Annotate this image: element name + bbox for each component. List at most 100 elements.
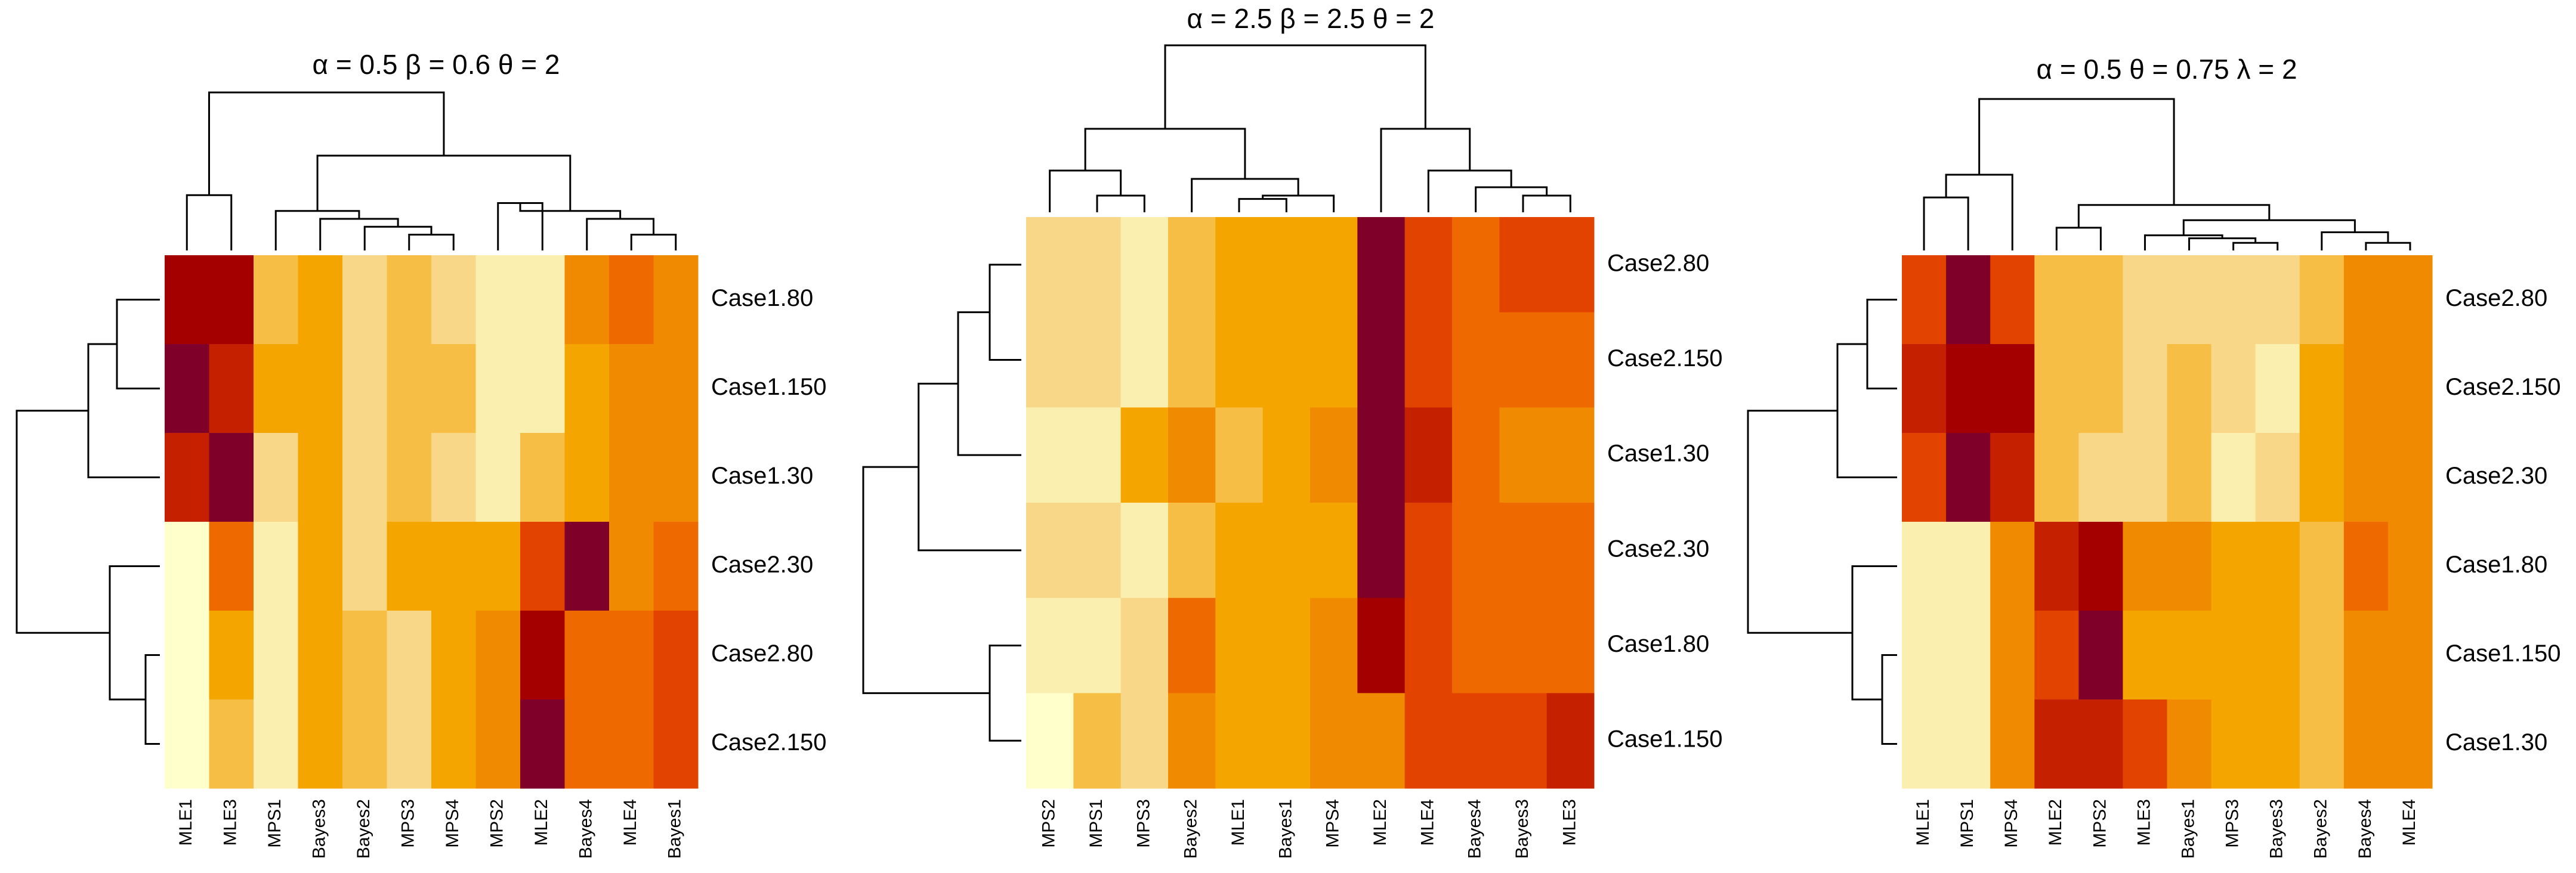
heatmap-cell: [1902, 699, 1947, 789]
heatmap-cell: [1262, 503, 1311, 599]
row-dendrogram: [1747, 299, 1897, 745]
heatmap-cell: [1026, 503, 1074, 599]
heatmap-cell: [1215, 407, 1264, 503]
heatmap-cell: [1215, 312, 1264, 408]
heatmap-cell: [475, 522, 521, 611]
heatmap-cell: [1310, 217, 1358, 313]
heatmap-cell: [1499, 312, 1548, 408]
heatmap-cell: [1499, 217, 1548, 313]
heatmap-cell: [1120, 312, 1169, 408]
row-label: Case1.80: [2445, 552, 2547, 578]
heatmap-cell: [2123, 611, 2167, 700]
heatmap-cell: [1073, 598, 1122, 694]
heatmap-cell: [387, 699, 432, 789]
heatmap-cell: [254, 255, 298, 345]
heatmap-cell: [1404, 407, 1453, 503]
heatmap-cell: [2211, 344, 2256, 434]
heatmap-cell: [1168, 693, 1216, 789]
heatmap-cell: [520, 611, 565, 700]
heatmap-cell: [1357, 693, 1406, 789]
heatmap-cell: [165, 699, 209, 789]
heatmap-cell: [1120, 407, 1169, 503]
heatmap-cell: [1215, 598, 1264, 694]
heatmap-cell: [2034, 611, 2079, 700]
column-label: MPS4: [2002, 799, 2021, 848]
column-label: MPS3: [1133, 799, 1153, 848]
heatmap-cell: [2078, 522, 2123, 611]
heatmap-cell: [2034, 699, 2079, 789]
heatmap-cell: [431, 433, 476, 522]
column-label: Bayes3: [1512, 799, 1532, 859]
heatmap-cell: [209, 255, 254, 345]
heatmap-cell: [1168, 503, 1216, 599]
column-label: Bayes1: [1275, 799, 1295, 859]
heatmap-cell: [1026, 693, 1074, 789]
column-label: Bayes2: [2311, 799, 2331, 859]
heatmap-cell: [1262, 598, 1311, 694]
heatmap-cell: [254, 433, 298, 522]
column-dendrogram: [1923, 98, 2411, 250]
heatmap-cell: [1026, 407, 1074, 503]
heatmap-cell: [1357, 312, 1406, 408]
row-label: Case2.80: [711, 640, 813, 667]
heatmap-cell: [1990, 699, 2035, 789]
heatmap-cell: [2299, 433, 2345, 522]
heatmap-cell: [2078, 611, 2123, 700]
heatmap-cell: [254, 611, 298, 700]
heatmap-cell: [2255, 699, 2300, 789]
column-label: MPS1: [1957, 799, 1977, 848]
heatmap-cell: [1902, 344, 1947, 434]
heatmap-cell: [1546, 217, 1595, 313]
heatmap-cell: [1120, 693, 1169, 789]
heatmap-cell: [653, 611, 699, 700]
heatmap-cell: [298, 255, 343, 345]
heatmap-cell: [2211, 433, 2256, 522]
heatmap-cell: [342, 255, 387, 345]
heatmap-cell: [1546, 598, 1595, 694]
heatmap-cell: [475, 433, 521, 522]
row-label: Case1.30: [1607, 441, 1709, 467]
heatmap-cell: [1215, 503, 1264, 599]
column-label: MPS2: [487, 799, 507, 848]
heatmap-cell: [564, 255, 610, 345]
heatmap-cell: [2167, 522, 2212, 611]
heatmap-cell: [1499, 407, 1548, 503]
column-label: MPS1: [265, 799, 285, 848]
heatmap-cell: [165, 522, 209, 611]
chart-title: α = 0.5 β = 0.6 θ = 2: [313, 49, 560, 80]
heatmap-cell: [209, 433, 254, 522]
column-label: MLE2: [532, 799, 551, 846]
heatmap-cell: [1168, 598, 1216, 694]
heatmap-cell: [2255, 522, 2300, 611]
heatmap-cell: [254, 344, 298, 434]
heatmap-cell: [2211, 255, 2256, 345]
row-label: Case2.80: [2445, 285, 2547, 311]
heatmap-cell: [1120, 217, 1169, 313]
row-dendrogram: [862, 264, 1021, 742]
heatmap-cell: [653, 344, 699, 434]
heatmap-cell: [1946, 433, 1991, 522]
heatmap-cell: [1026, 217, 1074, 313]
heatmap-cell: [1404, 217, 1453, 313]
chart-title: α = 2.5 β = 2.5 θ = 2: [1187, 3, 1435, 34]
heatmap-cell: [387, 344, 432, 434]
heatmap-cell: [609, 699, 654, 789]
heatmap-cell: [1946, 344, 1991, 434]
heatmap-cell: [1946, 611, 1991, 700]
column-label: MPS1: [1086, 799, 1106, 848]
heatmap-cell: [298, 433, 343, 522]
heatmap-cell: [342, 433, 387, 522]
heatmap-cell: [2167, 699, 2212, 789]
heatmap-cell: [1310, 312, 1358, 408]
heatmap-cell: [2211, 522, 2256, 611]
column-label: MLE2: [2046, 799, 2065, 846]
heatmap-cell: [2299, 344, 2345, 434]
heatmap-cell: [2299, 699, 2345, 789]
heatmap-cell: [2123, 433, 2167, 522]
heatmap-cell: [1946, 255, 1991, 345]
heatmap-cell: [1546, 693, 1595, 789]
heatmap-cell: [1946, 522, 1991, 611]
column-label: MPS2: [2090, 799, 2109, 848]
column-label: Bayes3: [310, 799, 329, 859]
heatmap-cell: [1902, 255, 1947, 345]
